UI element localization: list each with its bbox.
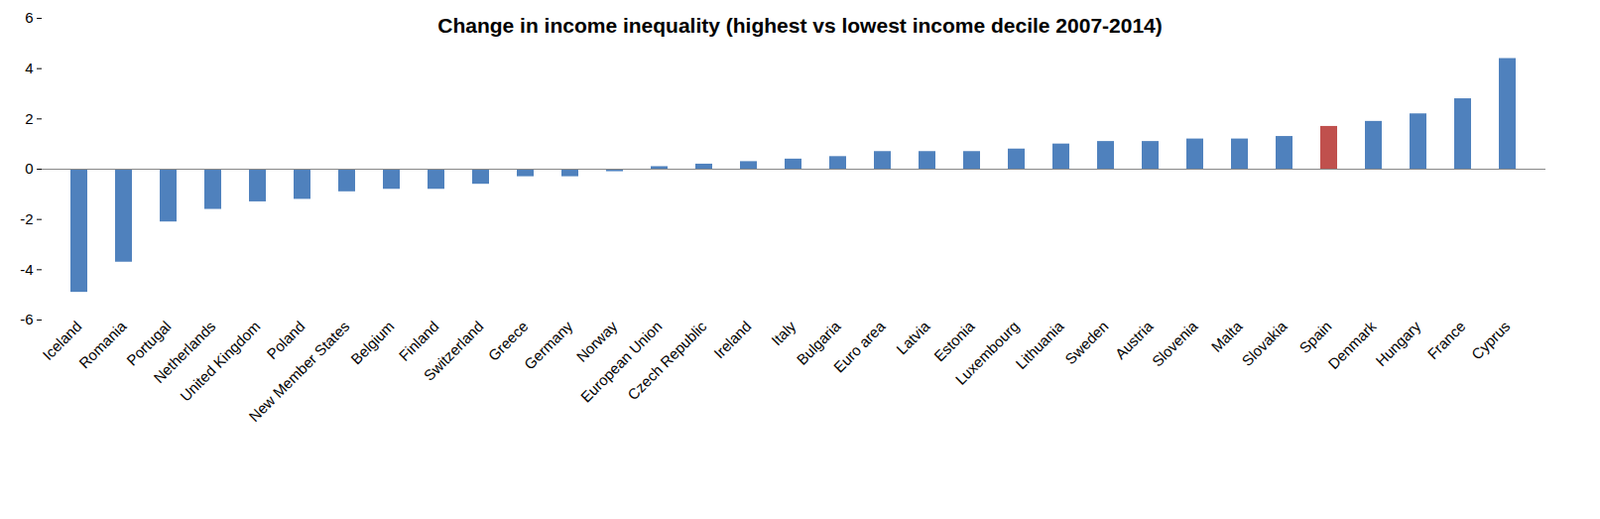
svg-text:Bulgaria: Bulgaria [793,317,844,368]
svg-text:New Member States: New Member States [245,317,353,425]
svg-text:Austria: Austria [1111,317,1157,363]
svg-text:-4: -4 [19,260,33,278]
svg-text:6: 6 [24,8,33,26]
svg-text:Malta: Malta [1208,317,1246,356]
svg-text:Portugal: Portugal [123,317,175,369]
svg-text:-2: -2 [19,210,33,228]
svg-text:Italy: Italy [767,317,800,350]
svg-text:Slovenia: Slovenia [1148,317,1202,370]
svg-text:Luxembourg: Luxembourg [952,317,1023,388]
html-text:Change in income inequality (h: Change in income inequality (highest vs … [437,13,1163,37]
svg-text:European Union: European Union [577,317,666,406]
svg-text:Greece: Greece [484,317,532,364]
svg-text:Euro area: Euro area [830,317,889,376]
svg-text:Slovakia: Slovakia [1237,317,1291,370]
svg-text:Finland: Finland [395,317,442,364]
svg-text:Belgium: Belgium [347,317,397,368]
svg-text:Denmark: Denmark [1324,317,1379,372]
svg-text:Germany: Germany [520,317,577,373]
svg-text:-6: -6 [19,310,33,328]
svg-text:Switzerland: Switzerland [420,317,488,384]
svg-text:0: 0 [24,159,33,177]
svg-text:France: France [1423,317,1469,363]
svg-text:4: 4 [24,59,33,77]
svg-text:United Kingdom: United Kingdom [176,317,263,404]
svg-text:Iceland: Iceland [38,317,85,364]
svg-text:Cyprus: Cyprus [1468,317,1514,364]
svg-text:Hungary: Hungary [1371,317,1424,370]
svg-text:Estonia: Estonia [930,317,978,365]
svg-text:Netherlands: Netherlands [150,317,219,387]
svg-text:Czech Republic: Czech Republic [623,317,711,404]
svg-text:Romania: Romania [75,317,130,372]
svg-text:Sweden: Sweden [1061,317,1111,368]
svg-text:Poland: Poland [262,317,308,363]
svg-text:Spain: Spain [1295,317,1335,357]
svg-text:Lithuania: Lithuania [1011,317,1068,373]
svg-text:Norway: Norway [572,317,621,366]
svg-text:2: 2 [24,110,33,127]
svg-text:Latvia: Latvia [892,317,934,359]
svg-text:Ireland: Ireland [710,317,754,362]
